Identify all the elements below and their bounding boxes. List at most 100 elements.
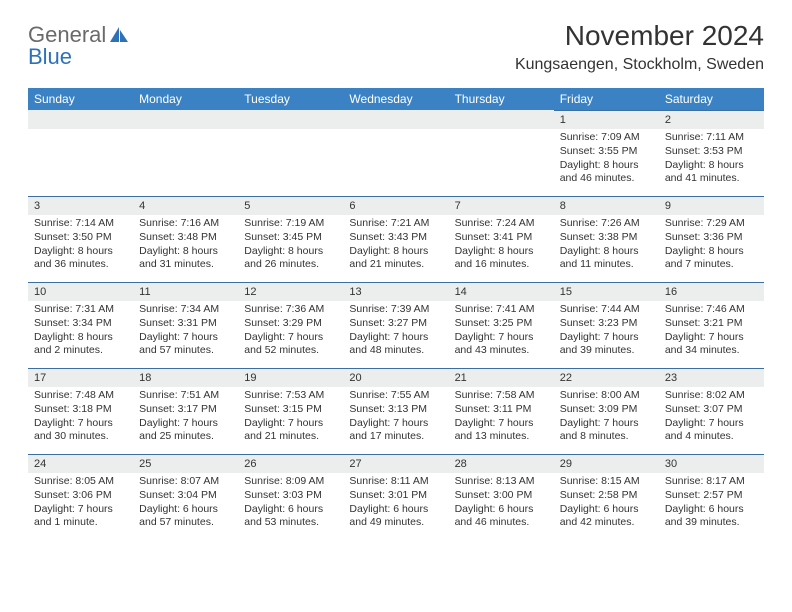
sunrise-text: Sunrise: 7:16 AM <box>139 217 232 231</box>
sunrise-text: Sunrise: 8:17 AM <box>665 475 758 489</box>
day-cell <box>343 110 448 196</box>
sunrise-text: Sunrise: 7:26 AM <box>560 217 653 231</box>
day-cell: 8Sunrise: 7:26 AMSunset: 3:38 PMDaylight… <box>554 196 659 282</box>
day-body: Sunrise: 7:58 AMSunset: 3:11 PMDaylight:… <box>449 387 554 450</box>
day-cell: 13Sunrise: 7:39 AMSunset: 3:27 PMDayligh… <box>343 282 448 368</box>
daylight-text: and 57 minutes. <box>139 344 232 358</box>
daylight-text: Daylight: 7 hours <box>34 417 127 431</box>
day-cell: 18Sunrise: 7:51 AMSunset: 3:17 PMDayligh… <box>133 368 238 454</box>
empty-day-strip <box>343 110 448 129</box>
day-cell: 3Sunrise: 7:14 AMSunset: 3:50 PMDaylight… <box>28 196 133 282</box>
day-body: Sunrise: 8:02 AMSunset: 3:07 PMDaylight:… <box>659 387 764 450</box>
daylight-text: and 48 minutes. <box>349 344 442 358</box>
day-cell: 2Sunrise: 7:11 AMSunset: 3:53 PMDaylight… <box>659 110 764 196</box>
empty-day-strip <box>28 110 133 129</box>
daylight-text: Daylight: 7 hours <box>455 331 548 345</box>
daylight-text: Daylight: 7 hours <box>34 503 127 517</box>
day-number: 14 <box>449 282 554 301</box>
sunset-text: Sunset: 3:41 PM <box>455 231 548 245</box>
day-cell: 16Sunrise: 7:46 AMSunset: 3:21 PMDayligh… <box>659 282 764 368</box>
sunset-text: Sunset: 3:13 PM <box>349 403 442 417</box>
day-number: 27 <box>343 454 448 473</box>
day-cell: 11Sunrise: 7:34 AMSunset: 3:31 PMDayligh… <box>133 282 238 368</box>
sunset-text: Sunset: 3:18 PM <box>34 403 127 417</box>
day-body: Sunrise: 7:16 AMSunset: 3:48 PMDaylight:… <box>133 215 238 278</box>
daylight-text: Daylight: 7 hours <box>139 417 232 431</box>
daylight-text: and 21 minutes. <box>349 258 442 272</box>
day-body: Sunrise: 7:51 AMSunset: 3:17 PMDaylight:… <box>133 387 238 450</box>
sunset-text: Sunset: 3:21 PM <box>665 317 758 331</box>
day-number: 29 <box>554 454 659 473</box>
sunset-text: Sunset: 2:58 PM <box>560 489 653 503</box>
day-cell: 22Sunrise: 8:00 AMSunset: 3:09 PMDayligh… <box>554 368 659 454</box>
sunset-text: Sunset: 3:07 PM <box>665 403 758 417</box>
daylight-text: Daylight: 6 hours <box>560 503 653 517</box>
day-number: 26 <box>238 454 343 473</box>
daylight-text: and 57 minutes. <box>139 516 232 530</box>
sunrise-text: Sunrise: 7:44 AM <box>560 303 653 317</box>
day-cell: 21Sunrise: 7:58 AMSunset: 3:11 PMDayligh… <box>449 368 554 454</box>
day-body: Sunrise: 8:07 AMSunset: 3:04 PMDaylight:… <box>133 473 238 536</box>
daylight-text: and 53 minutes. <box>244 516 337 530</box>
sunrise-text: Sunrise: 8:11 AM <box>349 475 442 489</box>
week-row: 3Sunrise: 7:14 AMSunset: 3:50 PMDaylight… <box>28 196 764 282</box>
sunset-text: Sunset: 3:48 PM <box>139 231 232 245</box>
sunrise-text: Sunrise: 8:13 AM <box>455 475 548 489</box>
day-body: Sunrise: 7:29 AMSunset: 3:36 PMDaylight:… <box>659 215 764 278</box>
daylight-text: and 46 minutes. <box>560 172 653 186</box>
day-number: 21 <box>449 368 554 387</box>
sunset-text: Sunset: 3:34 PM <box>34 317 127 331</box>
daylight-text: Daylight: 7 hours <box>244 331 337 345</box>
daylight-text: and 26 minutes. <box>244 258 337 272</box>
day-number: 20 <box>343 368 448 387</box>
day-cell: 25Sunrise: 8:07 AMSunset: 3:04 PMDayligh… <box>133 454 238 540</box>
sunrise-text: Sunrise: 8:07 AM <box>139 475 232 489</box>
week-row: 17Sunrise: 7:48 AMSunset: 3:18 PMDayligh… <box>28 368 764 454</box>
sunrise-text: Sunrise: 7:14 AM <box>34 217 127 231</box>
week-row: 10Sunrise: 7:31 AMSunset: 3:34 PMDayligh… <box>28 282 764 368</box>
daylight-text: Daylight: 8 hours <box>244 245 337 259</box>
sunrise-text: Sunrise: 7:19 AM <box>244 217 337 231</box>
sunrise-text: Sunrise: 7:21 AM <box>349 217 442 231</box>
weekday-sun: Sunday <box>28 88 133 110</box>
daylight-text: and 16 minutes. <box>455 258 548 272</box>
logo-sail-icon <box>109 26 129 44</box>
sunrise-text: Sunrise: 7:48 AM <box>34 389 127 403</box>
daylight-text: and 42 minutes. <box>560 516 653 530</box>
day-cell <box>449 110 554 196</box>
sunset-text: Sunset: 3:25 PM <box>455 317 548 331</box>
sunrise-text: Sunrise: 7:09 AM <box>560 131 653 145</box>
daylight-text: Daylight: 6 hours <box>455 503 548 517</box>
day-cell: 7Sunrise: 7:24 AMSunset: 3:41 PMDaylight… <box>449 196 554 282</box>
sunrise-text: Sunrise: 8:09 AM <box>244 475 337 489</box>
day-body: Sunrise: 8:11 AMSunset: 3:01 PMDaylight:… <box>343 473 448 536</box>
daylight-text: and 21 minutes. <box>244 430 337 444</box>
day-cell: 5Sunrise: 7:19 AMSunset: 3:45 PMDaylight… <box>238 196 343 282</box>
day-number: 22 <box>554 368 659 387</box>
sunrise-text: Sunrise: 7:55 AM <box>349 389 442 403</box>
day-body: Sunrise: 7:31 AMSunset: 3:34 PMDaylight:… <box>28 301 133 364</box>
day-body: Sunrise: 7:19 AMSunset: 3:45 PMDaylight:… <box>238 215 343 278</box>
daylight-text: and 36 minutes. <box>34 258 127 272</box>
daylight-text: and 17 minutes. <box>349 430 442 444</box>
day-body: Sunrise: 7:39 AMSunset: 3:27 PMDaylight:… <box>343 301 448 364</box>
weeks-container: 1Sunrise: 7:09 AMSunset: 3:55 PMDaylight… <box>28 110 764 540</box>
sunrise-text: Sunrise: 8:02 AM <box>665 389 758 403</box>
daylight-text: Daylight: 7 hours <box>665 417 758 431</box>
day-body: Sunrise: 7:46 AMSunset: 3:21 PMDaylight:… <box>659 301 764 364</box>
logo-text-2: Blue <box>28 44 72 70</box>
daylight-text: and 49 minutes. <box>349 516 442 530</box>
sunset-text: Sunset: 3:03 PM <box>244 489 337 503</box>
day-cell: 26Sunrise: 8:09 AMSunset: 3:03 PMDayligh… <box>238 454 343 540</box>
daylight-text: and 4 minutes. <box>665 430 758 444</box>
day-body: Sunrise: 8:17 AMSunset: 2:57 PMDaylight:… <box>659 473 764 536</box>
sunset-text: Sunset: 3:17 PM <box>139 403 232 417</box>
empty-day-strip <box>238 110 343 129</box>
day-number: 16 <box>659 282 764 301</box>
day-number: 19 <box>238 368 343 387</box>
daylight-text: Daylight: 8 hours <box>665 159 758 173</box>
sunset-text: Sunset: 3:36 PM <box>665 231 758 245</box>
day-cell <box>133 110 238 196</box>
daylight-text: and 1 minute. <box>34 516 127 530</box>
weekday-mon: Monday <box>133 88 238 110</box>
